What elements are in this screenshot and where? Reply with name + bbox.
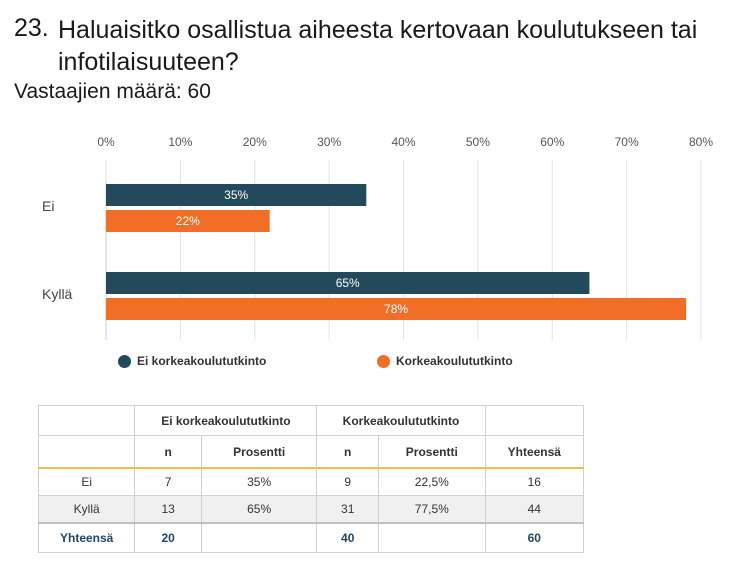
legend-item-series2: Korkeakoulututkinto (377, 354, 513, 368)
data-table: Ei korkeakoulututkinto Korkeakoulututkin… (37, 405, 585, 553)
table-cell: 13 (134, 495, 202, 524)
data-label: 65% (336, 276, 360, 290)
total-label: Yhteensä (37, 522, 136, 553)
category-label: Kyllä (42, 286, 73, 302)
bar (106, 210, 270, 232)
bar (106, 298, 687, 320)
data-label: 22% (176, 214, 200, 228)
bar (106, 272, 590, 294)
table-cell: 16 (484, 467, 585, 496)
table-cell: 44 (484, 495, 585, 524)
question-title: Haluaisitko osallistua aiheesta kertovaa… (58, 16, 698, 76)
respondent-count: Vastaajien määrä: 60 (14, 80, 211, 103)
table-cell (200, 522, 318, 553)
table-cell: 31 (316, 495, 380, 524)
table-cell: 65% (200, 495, 318, 524)
table-corner (37, 435, 136, 469)
bar (106, 184, 367, 206)
legend-label-series1: Ei korkeakoulututkinto (137, 354, 267, 368)
category-label: Ei (42, 198, 54, 214)
legend-swatch-series1 (118, 354, 131, 368)
data-label: 78% (384, 302, 408, 316)
question-number: 23. (14, 14, 49, 42)
table-subheader: Yhteensä (484, 435, 585, 469)
legend-label-series2: Korkeakoulututkinto (396, 354, 513, 368)
x-tick-label: 40% (391, 135, 415, 149)
legend-swatch-series2 (377, 354, 390, 368)
table-subheader: n (134, 435, 202, 469)
legend-item-series1: Ei korkeakoulututkinto (118, 354, 266, 368)
x-tick-label: 50% (466, 135, 490, 149)
x-tick-label: 20% (243, 135, 267, 149)
row-label: Kyllä (37, 495, 136, 524)
x-tick-label: 60% (540, 135, 564, 149)
table-cell: 40 (316, 522, 380, 553)
table-subheader: Prosentti (200, 435, 318, 469)
table-cell: 35% (200, 467, 318, 496)
table-subheader: n (316, 435, 380, 469)
table-cell: 9 (316, 467, 380, 496)
table-subheader: Prosentti (378, 435, 486, 469)
x-tick-label: 30% (317, 135, 341, 149)
table-cell (378, 522, 486, 553)
x-tick-label: 10% (168, 135, 192, 149)
table-cell: 20 (134, 522, 202, 553)
table-group-header: Ei korkeakoulututkinto (134, 405, 318, 436)
table-corner (484, 405, 585, 436)
table-row: Kyllä 13 65% 31 77,5% 44 (37, 495, 585, 524)
table-cell: 22,5% (378, 467, 486, 496)
table-corner (37, 405, 136, 436)
table-group-header: Korkeakoulututkinto (316, 405, 486, 436)
data-label: 35% (224, 188, 248, 202)
x-tick-label: 0% (97, 135, 115, 149)
row-label: Ei (37, 467, 136, 496)
x-tick-label: 80% (689, 135, 713, 149)
table-total-row: Yhteensä 20 40 60 (37, 522, 585, 553)
bar-chart: 0% 10% 20% 30% 40% 50% 60% 70% 80% Ei 35% 22% Kyllä 6… (42, 135, 713, 340)
table-cell: 77,5% (378, 495, 486, 524)
table-cell: 7 (134, 467, 202, 496)
table-cell: 60 (484, 522, 585, 553)
table-row: Ei 7 35% 9 22,5% 16 (37, 467, 585, 496)
x-tick-label: 70% (615, 135, 639, 149)
